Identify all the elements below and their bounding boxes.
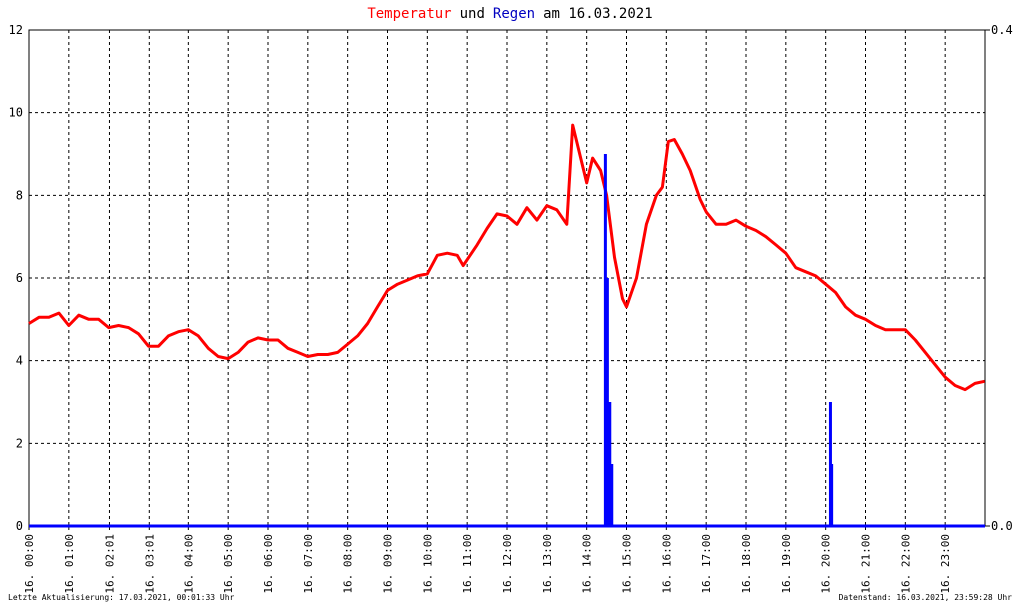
x-tick-label: 16. 07:00 xyxy=(302,534,315,594)
x-tick-label: 16. 14:00 xyxy=(581,534,594,594)
x-tick-label: 16. 19:00 xyxy=(780,534,793,594)
y2-tick-label: 0.4 xyxy=(991,23,1013,37)
y-tick-label: 8 xyxy=(16,188,23,202)
chart-title: Temperatur und Regen am 16.03.2021 xyxy=(367,6,652,22)
y-tick-label: 0 xyxy=(16,519,23,533)
y-tick-label: 10 xyxy=(9,106,23,120)
footer-left: Letzte Aktualisierung: 17.03.2021, 00:01… xyxy=(8,593,235,602)
y-tick-label: 2 xyxy=(16,436,23,450)
title-part: Temperatur xyxy=(367,6,451,22)
x-tick-label: 16. 03:01 xyxy=(143,534,156,594)
x-tick-label: 16. 10:00 xyxy=(421,534,434,594)
x-tick-label: 16. 05:00 xyxy=(222,534,235,594)
x-tick-label: 16. 17:00 xyxy=(700,534,713,594)
footer-right: Datenstand: 16.03.2021, 23:59:28 Uhr xyxy=(839,593,1013,602)
x-tick-label: 16. 02:01 xyxy=(103,534,116,594)
temperature-line xyxy=(28,123,985,392)
x-tick-label: 16. 04:00 xyxy=(182,534,195,594)
x-tick-label: 16. 06:00 xyxy=(262,534,275,594)
x-tick-label: 16. 08:00 xyxy=(342,534,355,594)
y-tick-label: 6 xyxy=(16,271,23,285)
x-tick-label: 16. 12:00 xyxy=(501,534,514,594)
x-tick-label: 16. 15:00 xyxy=(621,534,634,594)
title-part: Regen xyxy=(493,6,535,22)
x-tick-label: 16. 23:00 xyxy=(939,534,952,594)
x-tick-label: 16. 11:00 xyxy=(461,534,474,594)
x-tick-label: 16. 01:00 xyxy=(63,534,76,594)
x-tick-label: 16. 20:00 xyxy=(820,534,833,594)
title-part: am 16.03.2021 xyxy=(543,6,653,22)
title-part: und xyxy=(460,6,485,22)
y-tick-label: 4 xyxy=(16,354,23,368)
x-tick-label: 16. 16:00 xyxy=(660,534,673,594)
x-tick-label: 16. 00:00 xyxy=(23,534,36,594)
x-tick-label: 16. 13:00 xyxy=(541,534,554,594)
x-tick-label: 16. 09:00 xyxy=(382,534,395,594)
x-tick-label: 16. 18:00 xyxy=(740,534,753,594)
x-tick-label: 16. 22:00 xyxy=(899,534,912,594)
y2-tick-label: 0.0 xyxy=(991,519,1013,533)
x-tick-label: 16. 21:00 xyxy=(860,534,873,594)
y-tick-label: 12 xyxy=(9,23,23,37)
